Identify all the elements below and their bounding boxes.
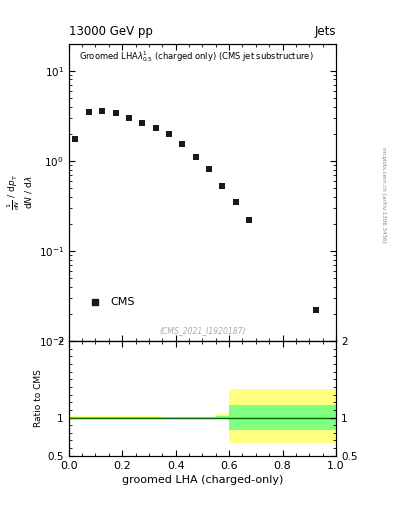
Text: mcplots.cern.ch [arXiv:1306.3436]: mcplots.cern.ch [arXiv:1306.3436] — [381, 147, 386, 242]
Text: 13000 GeV pp: 13000 GeV pp — [69, 25, 152, 37]
Text: CMS: CMS — [110, 297, 135, 308]
Text: Jets: Jets — [314, 25, 336, 37]
Text: (CMS_2021_I1920187): (CMS_2021_I1920187) — [159, 326, 246, 335]
X-axis label: groomed LHA (charged-only): groomed LHA (charged-only) — [122, 475, 283, 485]
Y-axis label: $\frac{1}{\mathrm{d}N}\ /\ \mathrm{d}p_\mathrm{T}$
$\mathrm{d}N\ /\ \mathrm{d}\l: $\frac{1}{\mathrm{d}N}\ /\ \mathrm{d}p_\… — [5, 175, 34, 210]
Y-axis label: Ratio to CMS: Ratio to CMS — [34, 370, 43, 428]
Text: Groomed LHA$\lambda^{1}_{0.5}$ (charged only) (CMS jet substructure): Groomed LHA$\lambda^{1}_{0.5}$ (charged … — [79, 50, 314, 65]
